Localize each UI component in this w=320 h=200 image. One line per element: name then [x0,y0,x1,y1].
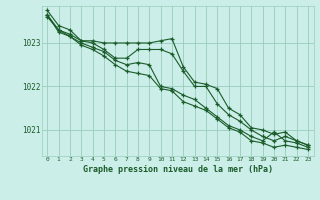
X-axis label: Graphe pression niveau de la mer (hPa): Graphe pression niveau de la mer (hPa) [83,165,273,174]
